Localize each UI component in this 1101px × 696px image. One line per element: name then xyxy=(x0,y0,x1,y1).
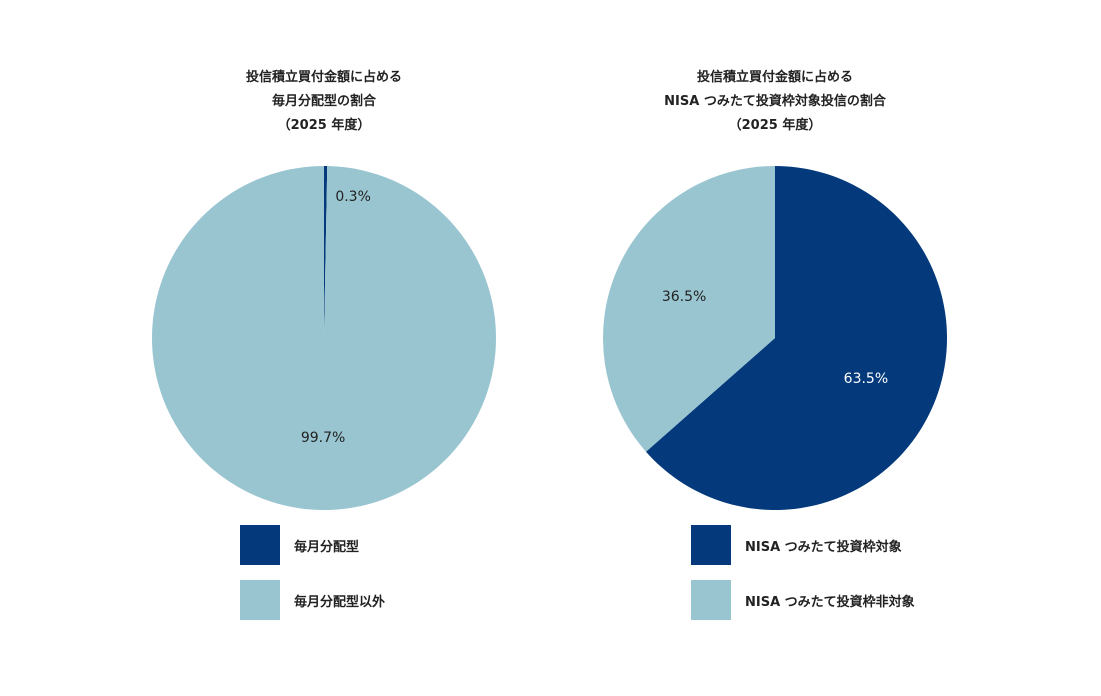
legend-item-monthly: 毎月分配型 xyxy=(240,525,385,565)
slice-label-non-monthly: 99.7% xyxy=(301,430,345,446)
legend-label: NISA つみたて投資枠非対象 xyxy=(745,594,915,610)
legend-item-non-monthly: 毎月分配型以外 xyxy=(240,580,385,620)
chart-title-line-1: 投信積立買付金額に占める xyxy=(245,70,402,85)
legend-item-nisa-eligible: NISA つみたて投資枠対象 xyxy=(691,525,915,565)
legend-swatch xyxy=(240,580,280,620)
pie-slice-nisa-eligible xyxy=(645,166,947,510)
legend-item-nisa-ineligible: NISA つみたて投資枠非対象 xyxy=(691,580,915,620)
chart-title-line-1: 投信積立買付金額に占める xyxy=(696,70,853,85)
chart-title-line-3: （2025 年度） xyxy=(277,118,371,133)
chart-monthly-distribution: 投信積立買付金額に占める 毎月分配型の割合 （2025 年度） 0.3% 99.7… xyxy=(104,0,544,696)
pie-slice-non-monthly xyxy=(152,166,496,510)
chart-title: 投信積立買付金額に占める NISA つみたて投資枠対象投信の割合 （2025 年… xyxy=(555,66,995,138)
chart-nisa-eligible: 投信積立買付金額に占める NISA つみたて投資枠対象投信の割合 （2025 年… xyxy=(555,0,995,696)
pie-slice-monthly xyxy=(324,166,328,338)
slice-label-nisa-eligible: 63.5% xyxy=(844,371,888,387)
legend-swatch xyxy=(691,525,731,565)
legend: 毎月分配型 毎月分配型以外 xyxy=(240,525,385,635)
chart-title-line-2: NISA つみたて投資枠対象投信の割合 xyxy=(664,94,886,109)
legend-swatch xyxy=(691,580,731,620)
pie-chart: 0.3% 99.7% xyxy=(152,166,496,510)
legend-label: NISA つみたて投資枠対象 xyxy=(745,539,902,555)
chart-title-line-2: 毎月分配型の割合 xyxy=(271,94,376,109)
legend-label: 毎月分配型 xyxy=(294,539,360,555)
legend: NISA つみたて投資枠対象 NISA つみたて投資枠非対象 xyxy=(691,525,915,635)
pie-chart: 63.5% 36.5% xyxy=(603,166,947,510)
pie-slice-nisa-ineligible xyxy=(603,166,775,452)
slice-label-monthly: 0.3% xyxy=(335,189,371,205)
chart-title-line-3: （2025 年度） xyxy=(728,118,822,133)
slice-label-nisa-ineligible: 36.5% xyxy=(662,289,706,305)
chart-title: 投信積立買付金額に占める 毎月分配型の割合 （2025 年度） xyxy=(104,66,544,138)
legend-swatch xyxy=(240,525,280,565)
legend-label: 毎月分配型以外 xyxy=(294,594,386,610)
